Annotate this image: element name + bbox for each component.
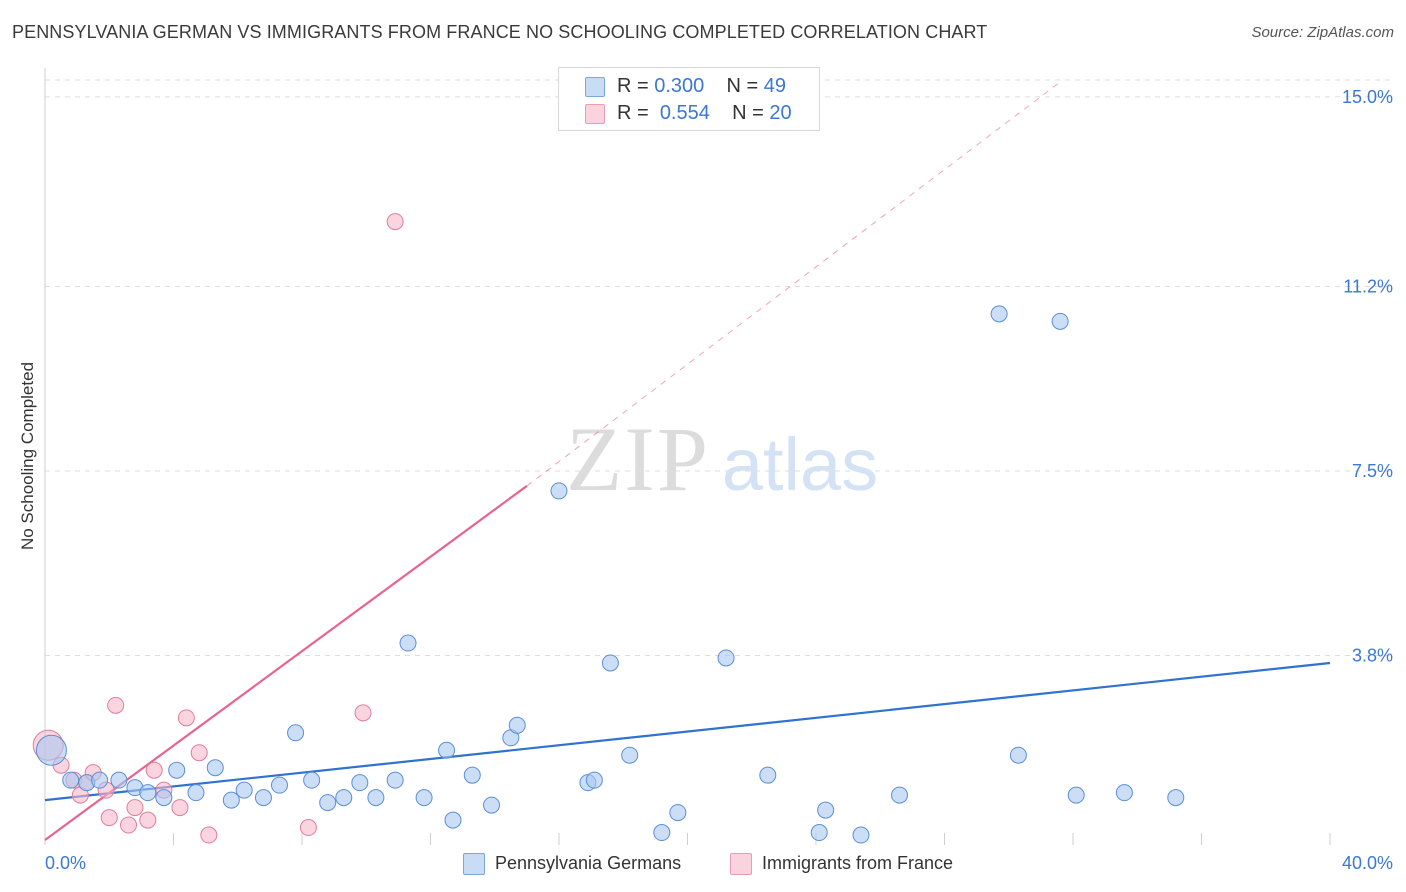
source-label: Source: ZipAtlas.com xyxy=(1251,24,1394,41)
point-pennsylvania-germans xyxy=(990,305,1008,323)
point-pennsylvania-germans xyxy=(139,784,157,802)
point-pennsylvania-germans xyxy=(601,654,619,672)
bottom-legend-label: Immigrants from France xyxy=(762,853,954,873)
chart-title: PENNSYLVANIA GERMAN VS IMMIGRANTS FROM F… xyxy=(12,22,988,42)
legend-swatch-pink xyxy=(585,104,605,124)
y-tick-label: 3.8% xyxy=(1352,645,1393,665)
point-pennsylvania-germans xyxy=(187,784,205,802)
grid-lines xyxy=(45,79,1395,656)
point-pennsylvania-germans xyxy=(235,781,253,799)
point-immigrants-from-france xyxy=(100,809,118,827)
point-pennsylvania-germans xyxy=(508,716,526,734)
point-pennsylvania-germans xyxy=(759,766,777,784)
point-pennsylvania-germans xyxy=(1167,789,1185,807)
x-tick-label-max: 40.0% xyxy=(1342,853,1393,873)
point-pennsylvania-germans xyxy=(463,766,481,784)
point-pennsylvania-germans xyxy=(444,811,462,829)
legend-r-label: R = xyxy=(617,75,649,97)
bottom-legend-label: Pennsylvania Germans xyxy=(495,853,682,873)
point-immigrants-from-france xyxy=(145,761,163,779)
point-pennsylvania-germans xyxy=(852,826,870,844)
point-pennsylvania-germans xyxy=(717,649,735,667)
axes xyxy=(44,68,1331,845)
trend-line-0 xyxy=(44,661,1331,802)
point-pennsylvania-germans xyxy=(222,791,240,809)
point-immigrants-from-france xyxy=(200,826,218,844)
y-tick-label: 11.2% xyxy=(1343,276,1393,296)
watermark: ZIP atlas xyxy=(566,408,878,510)
point-pennsylvania-germans xyxy=(168,761,186,779)
point-pennsylvania-germans xyxy=(335,789,353,807)
y-tick-label: 15.0% xyxy=(1342,87,1393,107)
point-pennsylvania-germans xyxy=(303,771,321,789)
point-immigrants-from-france xyxy=(139,811,157,829)
legend-r-label: R = xyxy=(617,102,649,124)
point-pennsylvania-germans xyxy=(155,789,173,807)
point-pennsylvania-germans xyxy=(351,774,369,792)
point-pennsylvania-germans xyxy=(669,804,687,822)
watermark-zip: ZIP xyxy=(566,408,710,510)
point-immigrants-from-france xyxy=(190,744,208,762)
point-pennsylvania-germans xyxy=(399,634,417,652)
point-immigrants-from-france xyxy=(107,696,125,714)
point-immigrants-from-france xyxy=(299,819,317,837)
point-pennsylvania-germans xyxy=(271,776,289,794)
x-tick-label-min: 0.0% xyxy=(45,853,86,873)
legend-n-label: N = xyxy=(732,102,764,124)
bottom-legend-swatch-blue xyxy=(463,853,485,875)
point-pennsylvania-germans xyxy=(817,801,835,819)
point-immigrants-from-france xyxy=(120,816,138,834)
point-pennsylvania-germans xyxy=(91,771,109,789)
point-immigrants-from-france xyxy=(171,799,189,817)
point-pennsylvania-germans xyxy=(386,771,404,789)
point-pennsylvania-germans xyxy=(35,734,67,766)
tick-labels: 3.8% 7.5% 11.2% 15.0% 0.0% 40.0% xyxy=(45,87,1393,873)
point-pennsylvania-germans xyxy=(621,746,639,764)
point-immigrants-from-france xyxy=(177,709,195,727)
point-pennsylvania-germans xyxy=(653,824,671,842)
point-immigrants-from-france xyxy=(126,799,144,817)
point-immigrants-from-france xyxy=(386,213,404,231)
point-pennsylvania-germans xyxy=(1051,312,1069,330)
point-pennsylvania-germans xyxy=(415,789,433,807)
point-pennsylvania-germans xyxy=(319,794,337,812)
point-pennsylvania-germans xyxy=(206,759,224,777)
legend-r-value: 0.554 xyxy=(659,102,710,124)
point-pennsylvania-germans xyxy=(810,824,828,842)
point-pennsylvania-germans xyxy=(438,741,456,759)
bottom-legend-swatch-pink xyxy=(730,853,752,875)
point-pennsylvania-germans xyxy=(1009,746,1027,764)
legend-r-value: 0.300 xyxy=(654,75,705,97)
trend-extension-1 xyxy=(526,81,1061,487)
point-pennsylvania-germans xyxy=(1067,786,1085,804)
legend-n-value: 20 xyxy=(769,102,792,124)
point-pennsylvania-germans xyxy=(483,796,501,814)
point-pennsylvania-germans xyxy=(891,786,909,804)
legend-n-label: N = xyxy=(726,75,759,97)
point-pennsylvania-germans xyxy=(367,789,385,807)
point-pennsylvania-germans xyxy=(585,771,603,789)
point-pennsylvania-germans xyxy=(254,789,272,807)
watermark-atlas: atlas xyxy=(722,423,878,506)
point-pennsylvania-germans xyxy=(62,771,80,789)
point-pennsylvania-germans xyxy=(550,482,568,500)
point-pennsylvania-germans xyxy=(1115,784,1133,802)
data-points xyxy=(32,213,1185,844)
point-pennsylvania-germans xyxy=(287,724,305,742)
point-immigrants-from-france xyxy=(354,704,372,722)
point-pennsylvania-germans xyxy=(110,771,128,789)
y-tick-label: 7.5% xyxy=(1352,461,1393,481)
legend-swatch-blue xyxy=(585,77,605,97)
stats-legend: R = 0.300 N = 49 R = 0.554 N = 20 xyxy=(558,67,820,131)
legend-n-value: 49 xyxy=(763,75,787,97)
